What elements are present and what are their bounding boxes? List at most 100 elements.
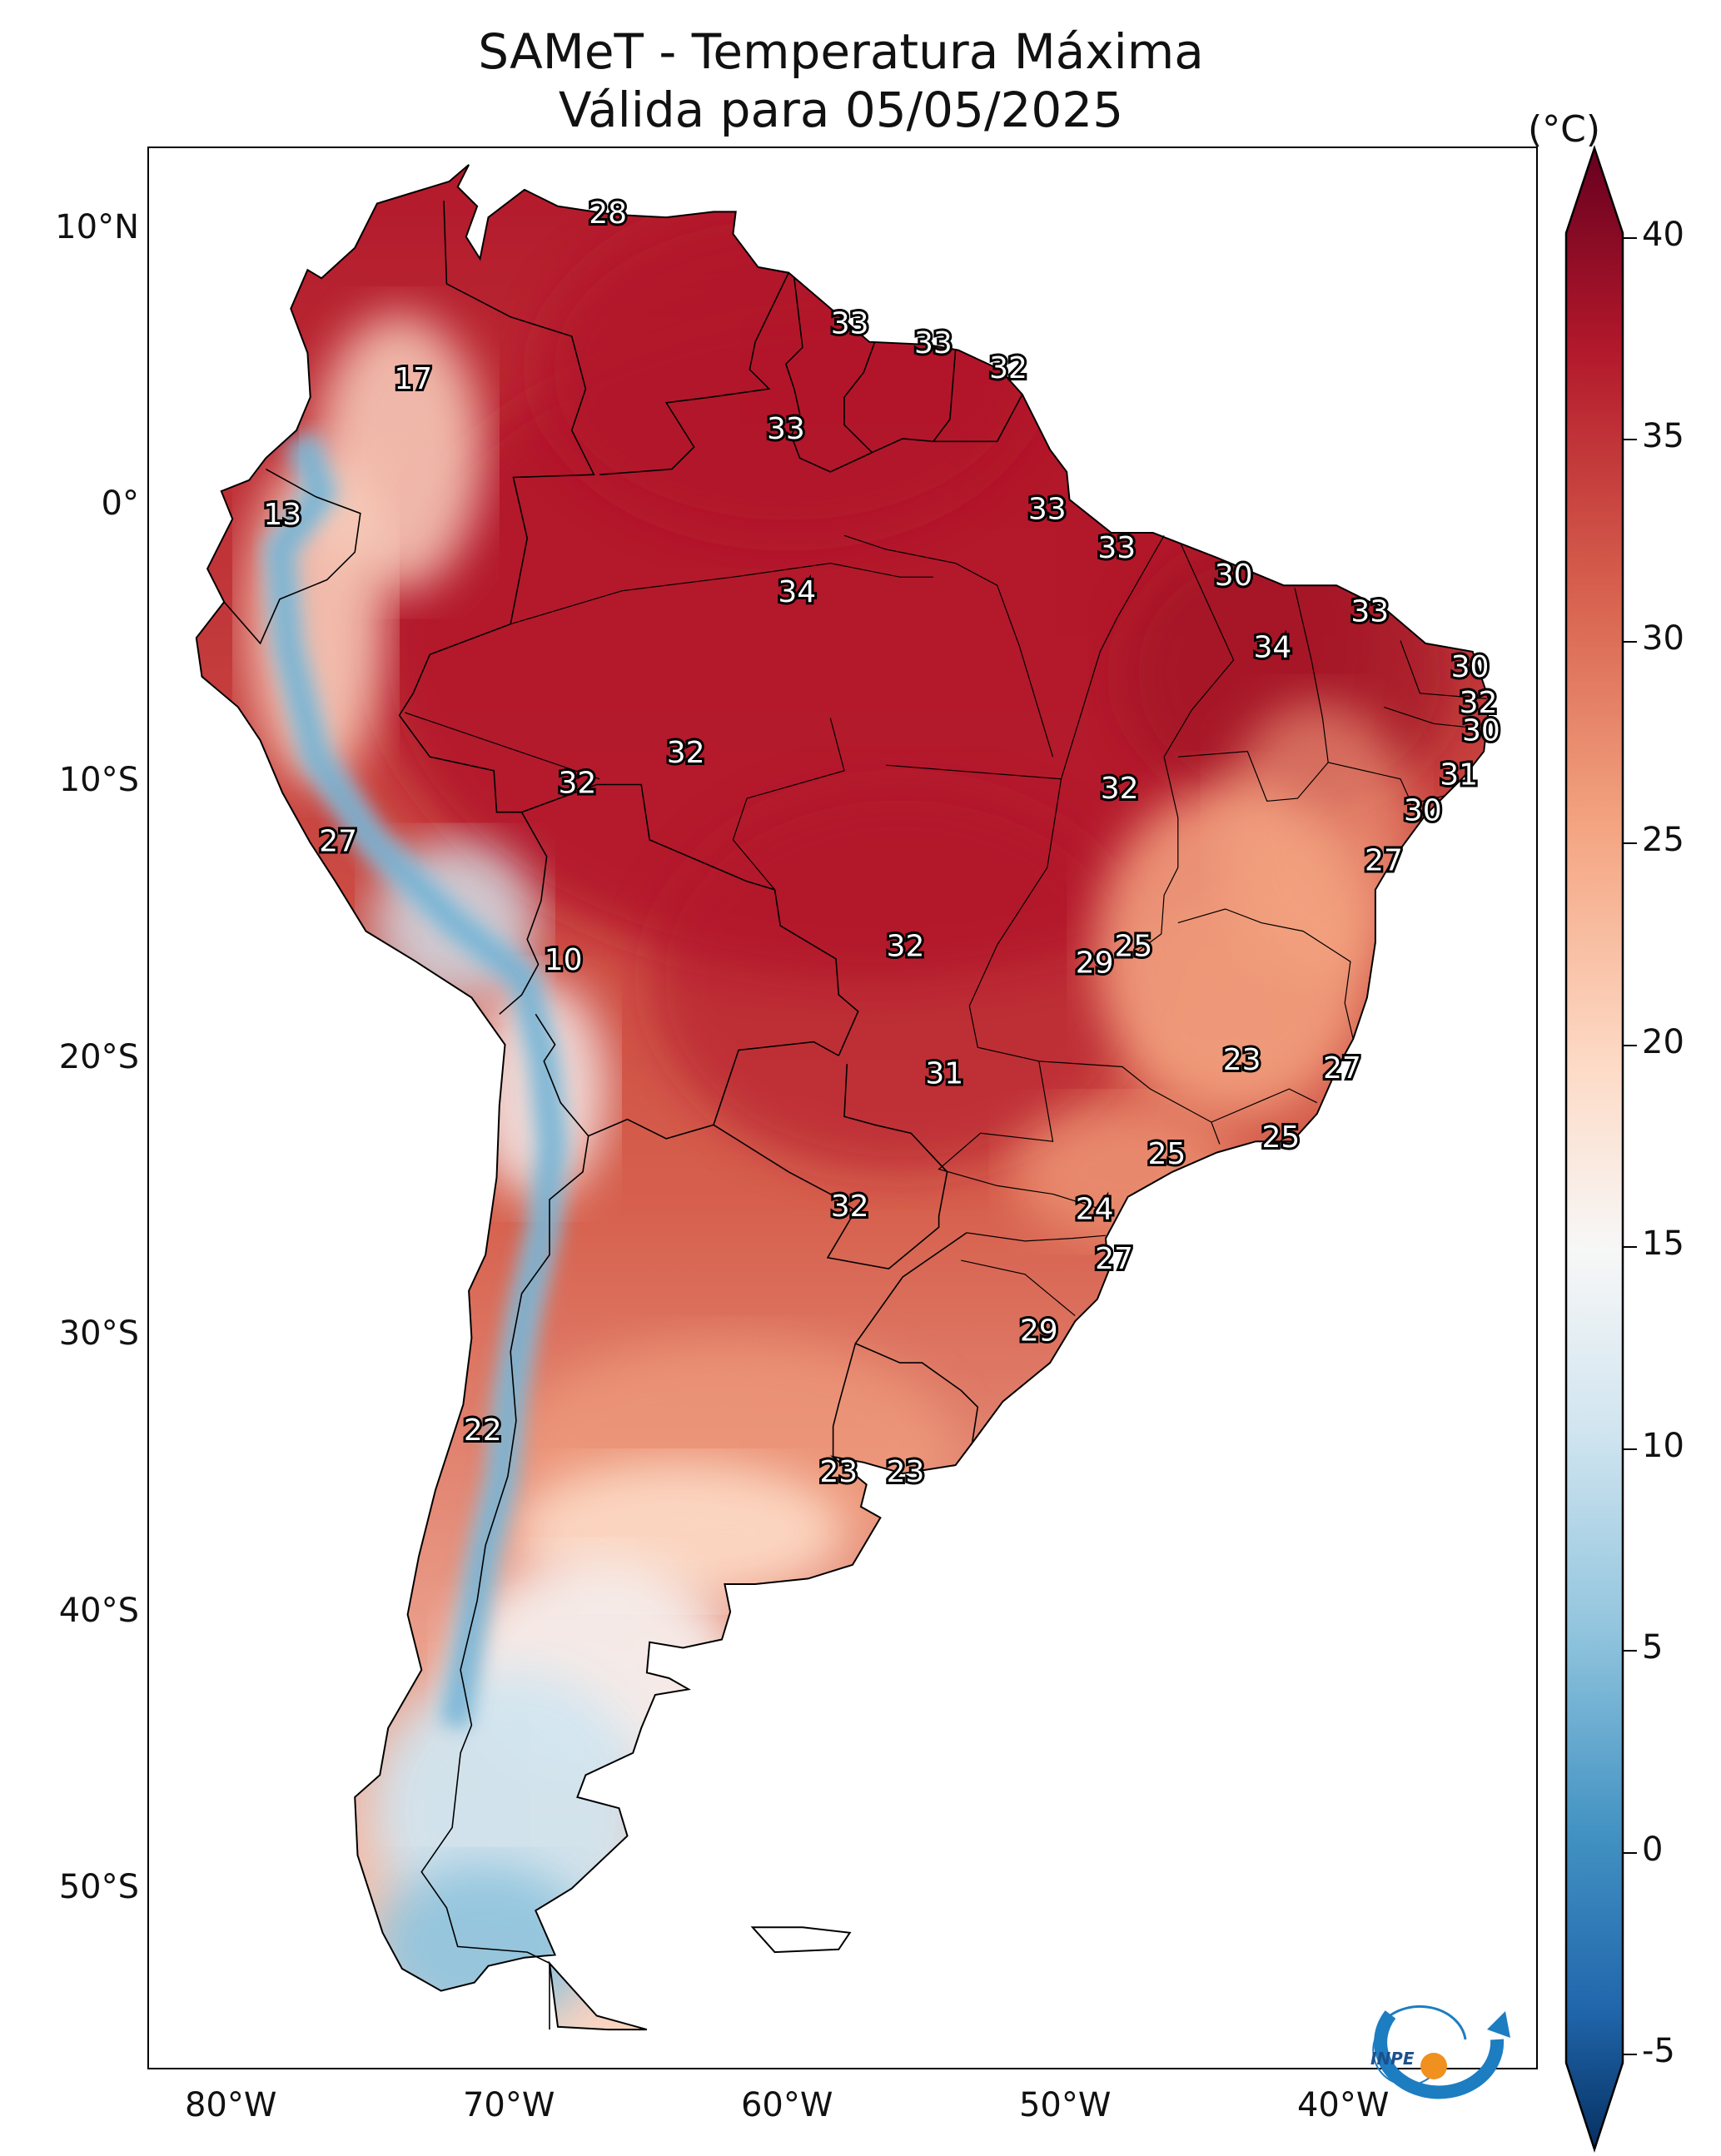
temperature-label: 32 — [558, 766, 596, 800]
state-border-line — [886, 764, 1221, 1145]
south-america-landmass — [195, 164, 1490, 2031]
latitude-label: 10°N — [55, 207, 139, 246]
temperature-label: 25 — [1261, 1120, 1300, 1155]
latitude-label: 20°S — [58, 1037, 139, 1076]
colorbar-tick-label: 30 — [1642, 618, 1684, 658]
colorbar-tick-label: 40 — [1642, 216, 1684, 254]
colorbar-gradient — [1564, 145, 1624, 2154]
colorbar-tick-label: 5 — [1642, 1628, 1664, 1667]
state-border-line — [966, 1232, 1107, 1242]
temperature-label: 33 — [1028, 492, 1067, 526]
colorbar-tick-label: 25 — [1642, 821, 1684, 860]
temperature-label: 23 — [1223, 1043, 1261, 1077]
colorbar-tick-label: 10 — [1642, 1426, 1684, 1465]
state-border-line — [405, 712, 600, 780]
temperature-label: 31 — [1440, 758, 1478, 792]
guiana-hot-zone — [538, 203, 1039, 536]
temperature-label: 24 — [1076, 1192, 1114, 1226]
border-line — [398, 623, 548, 1015]
temperature-label: 33 — [831, 307, 869, 341]
temperature-label: 33 — [1350, 594, 1389, 628]
border-line — [784, 278, 873, 473]
longitude-label: 40°W — [1296, 2086, 1390, 2124]
temperature-label: 22 — [464, 1413, 502, 1448]
latitude-label: 40°S — [58, 1591, 139, 1630]
colorbar-tick-label: -5 — [1642, 2032, 1675, 2070]
border-line — [223, 468, 361, 645]
colorbar-tick-mark — [1624, 842, 1637, 845]
temperature-label: 23 — [887, 1455, 925, 1489]
state-border-line — [843, 534, 1054, 758]
border-line — [854, 1232, 979, 1443]
colorbar-tick-mark — [1624, 1044, 1637, 1046]
state-border-line — [1138, 544, 1235, 951]
temperature-label: 33 — [914, 326, 953, 360]
temperature-label: 32 — [831, 1190, 869, 1224]
temperature-label: 27 — [1095, 1242, 1133, 1276]
state-border-line — [732, 718, 845, 891]
temperature-label: 30 — [1462, 713, 1500, 748]
south-east-mild-zone — [1011, 1102, 1234, 1241]
temperature-label: 30 — [1404, 794, 1442, 828]
border-line — [599, 272, 789, 475]
state-border-line — [1177, 908, 1354, 1040]
longitude-label: 60°W — [740, 2086, 833, 2124]
colorbar — [1564, 145, 1624, 2154]
temperature-label: 29 — [1076, 946, 1114, 981]
svg-text:INPE: INPE — [1370, 2049, 1415, 2069]
state-border-line — [1177, 750, 1445, 805]
colorbar-tick-mark — [1624, 1448, 1637, 1450]
temperature-label: 25 — [1148, 1137, 1186, 1171]
temperature-label: 29 — [1020, 1314, 1058, 1349]
state-border-line — [1383, 706, 1487, 730]
temperature-label: 25 — [1114, 930, 1152, 964]
state-border-line — [1400, 640, 1487, 699]
temperature-label: 17 — [394, 362, 432, 396]
colorbar-tick-label: 0 — [1642, 1830, 1664, 1869]
temperature-label: 30 — [1215, 559, 1253, 593]
temperature-field — [196, 164, 1490, 2030]
center-west-hot-zone — [649, 784, 1151, 1172]
latitude-label: 10°S — [58, 761, 139, 800]
temperature-label: 31 — [925, 1056, 963, 1090]
state-border-line — [938, 1061, 1107, 1211]
colorbar-tick-mark — [1624, 1246, 1637, 1249]
coastline — [195, 164, 1490, 1992]
temperature-label: 28 — [589, 196, 627, 231]
border-line — [521, 783, 859, 1056]
temperature-label: 27 — [1365, 844, 1403, 878]
colorbar-tick-mark — [1624, 1851, 1637, 1854]
temperature-label: 30 — [1451, 650, 1490, 684]
colorbar-tick-mark — [1624, 2054, 1637, 2055]
border-line — [832, 1343, 857, 1458]
tierra-del-fuego-coastline — [548, 1960, 648, 2031]
border-line — [535, 1013, 839, 1140]
country-state-borders — [223, 201, 1487, 2030]
state-border-line — [961, 1259, 1076, 1317]
temperature-label: 27 — [1323, 1051, 1361, 1085]
south-patagonia-cold — [371, 1863, 594, 2030]
colorbar-tick-label: 20 — [1642, 1022, 1684, 1061]
colorbar-tick-mark — [1624, 237, 1637, 239]
temperature-label: 32 — [887, 930, 925, 964]
inpe-logo: INPE — [1357, 1990, 1515, 2114]
map-title: SAMeT - Temperatura Máxima — [478, 23, 1204, 80]
border-line — [443, 201, 595, 624]
temperature-label: 32 — [1460, 686, 1498, 720]
temperature-label: 33 — [767, 412, 805, 446]
temperature-label: 34 — [778, 575, 816, 609]
border-line — [933, 394, 1023, 443]
colorbar-tick-mark — [1624, 640, 1637, 643]
colorbar-tick-label: 35 — [1642, 417, 1684, 456]
latitude-label: 30°S — [58, 1314, 139, 1354]
latitude-label: 50°S — [58, 1867, 139, 1906]
longitude-label: 50°W — [1018, 2086, 1112, 2124]
border-line — [420, 1135, 589, 1965]
temperature-label: 32 — [989, 351, 1027, 385]
temperature-label: 13 — [263, 498, 301, 532]
colorbar-unit: (°C) — [1528, 108, 1601, 151]
temperature-label: 33 — [1097, 531, 1136, 565]
falkland-islands — [750, 1926, 852, 1954]
